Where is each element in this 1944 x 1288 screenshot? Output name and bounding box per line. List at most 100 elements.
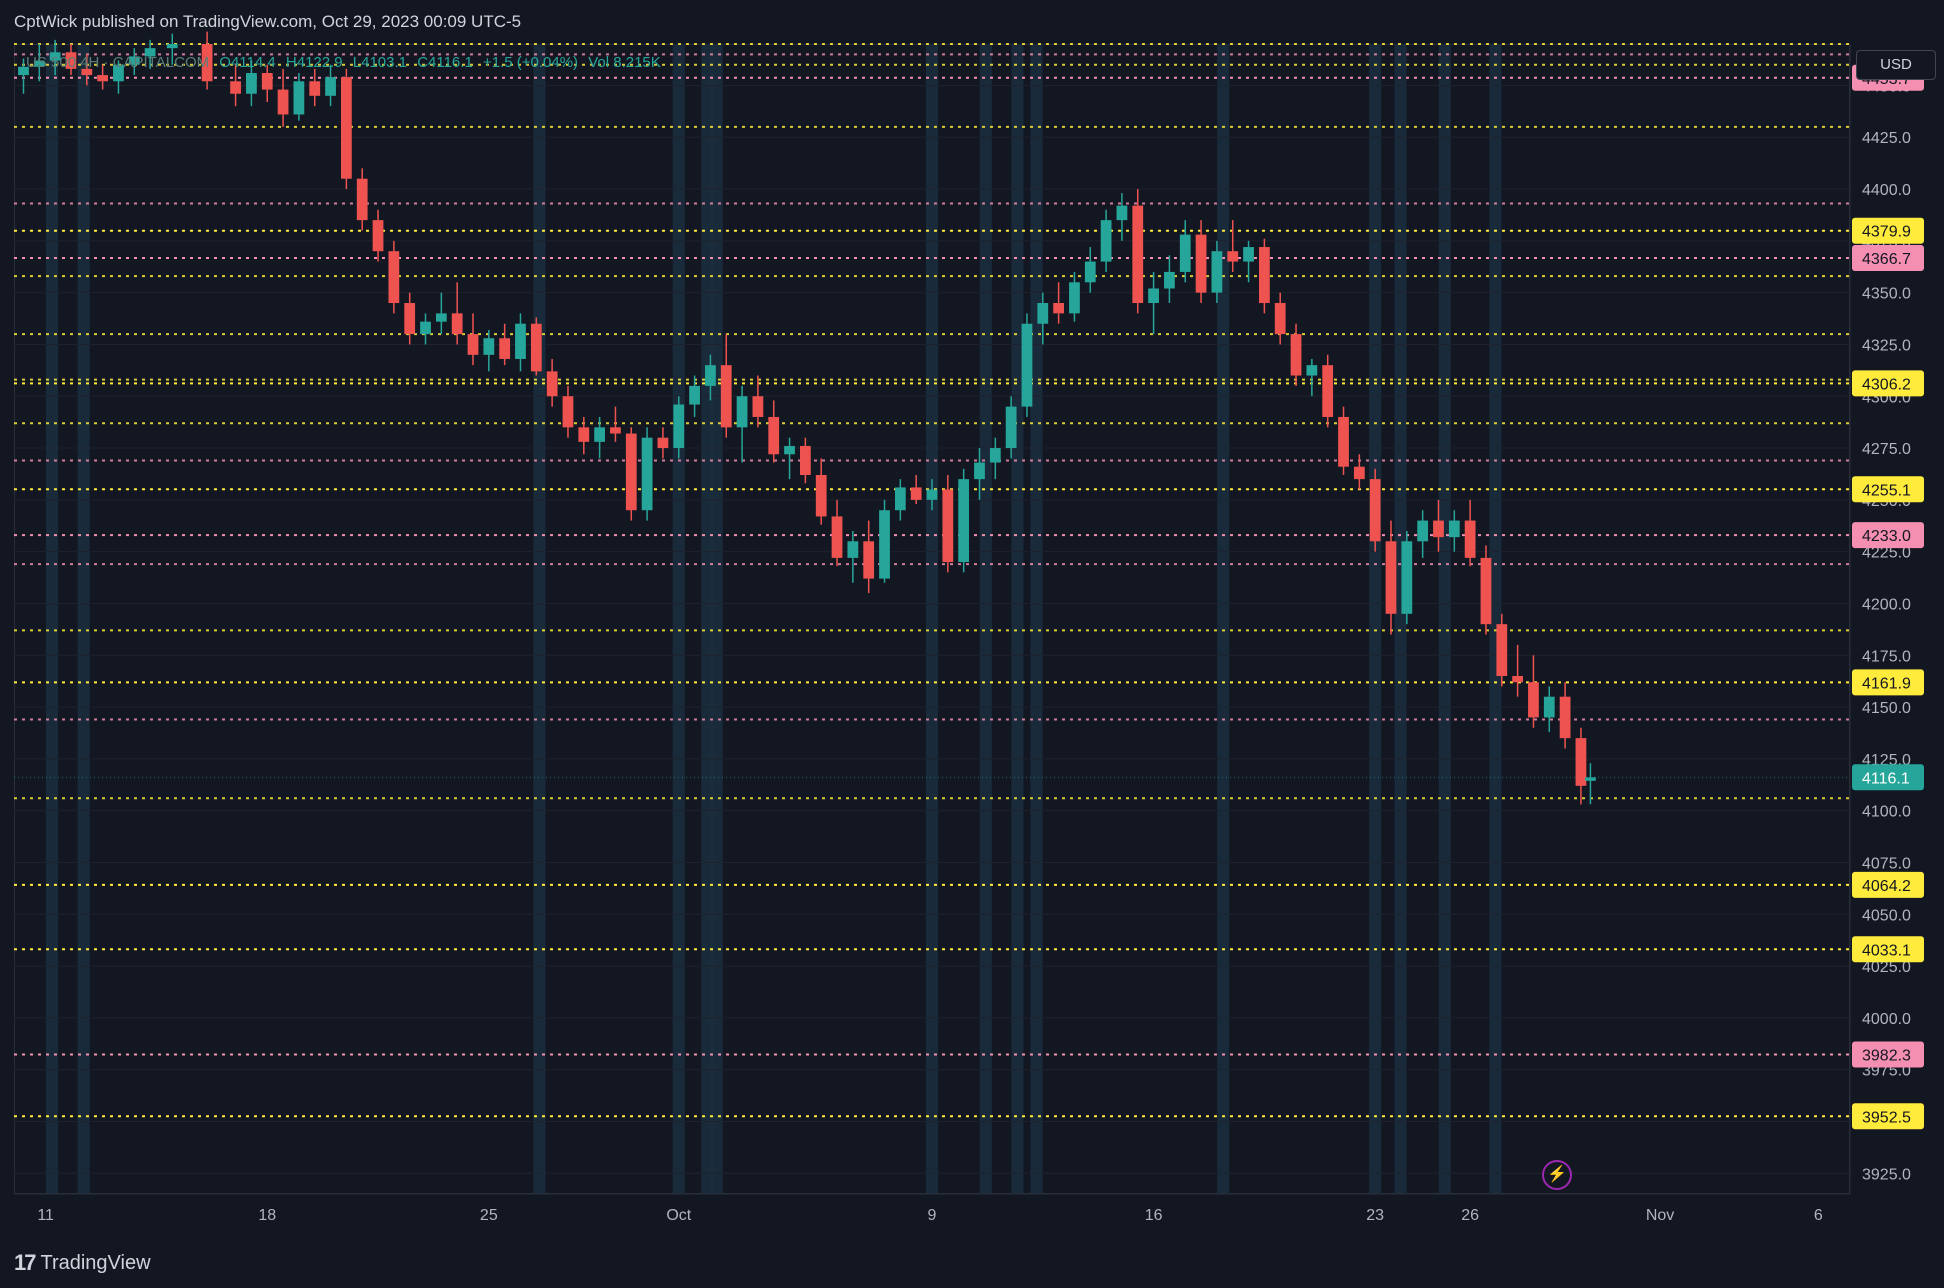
candle-body[interactable] <box>113 64 124 82</box>
candle-body[interactable] <box>1053 303 1065 314</box>
candle-body[interactable] <box>958 479 970 563</box>
candle-body[interactable] <box>309 81 321 96</box>
candle-body[interactable] <box>1005 406 1017 449</box>
candle-body[interactable] <box>625 433 637 511</box>
candle-body[interactable] <box>1164 271 1175 289</box>
candle-body[interactable] <box>1385 541 1397 614</box>
candle-body[interactable] <box>372 220 384 252</box>
lightning-icon[interactable]: ⚡ <box>1542 1160 1572 1190</box>
candle-body[interactable] <box>1480 557 1492 625</box>
candle-body[interactable] <box>1116 205 1128 221</box>
candle-body[interactable] <box>1179 234 1191 272</box>
currency-button[interactable]: USD <box>1856 50 1936 80</box>
symbol-label[interactable]: US 500 4H · CAPITALCOM <box>26 54 210 71</box>
candle-body[interactable] <box>942 489 954 563</box>
candle-body[interactable] <box>499 338 511 359</box>
candle-body[interactable] <box>356 178 368 221</box>
candle-body[interactable] <box>847 541 859 558</box>
candle-body[interactable] <box>467 334 479 355</box>
candle-body[interactable] <box>420 321 431 335</box>
candle-body[interactable] <box>894 487 906 511</box>
candle-body[interactable] <box>799 445 811 475</box>
candle-body[interactable] <box>673 404 685 449</box>
candle-body[interactable] <box>1037 303 1049 324</box>
candle-body[interactable] <box>325 77 336 96</box>
candle-body[interactable] <box>1132 205 1144 304</box>
candle-body[interactable] <box>736 396 748 428</box>
candle-body[interactable] <box>1021 323 1033 407</box>
candle-body[interactable] <box>831 516 843 558</box>
candle-body[interactable] <box>246 73 257 94</box>
candle-body[interactable] <box>435 313 447 322</box>
candle-body[interactable] <box>768 416 780 455</box>
candle-body[interactable] <box>65 52 77 69</box>
candle-body[interactable] <box>1559 696 1571 739</box>
candle-body[interactable] <box>404 303 416 335</box>
candle-body[interactable] <box>1448 520 1460 538</box>
candle-body[interactable] <box>752 396 764 417</box>
candle-body[interactable] <box>277 89 289 115</box>
candle-body[interactable] <box>720 365 732 428</box>
candle-body[interactable] <box>879 510 890 579</box>
candle-body[interactable] <box>1585 777 1596 781</box>
candle-body[interactable] <box>594 427 606 442</box>
candle-body[interactable] <box>1512 675 1524 683</box>
candle-body[interactable] <box>1401 541 1413 614</box>
candle-body[interactable] <box>97 75 109 82</box>
candle-body[interactable] <box>1100 220 1112 262</box>
candle-body[interactable] <box>689 385 700 405</box>
candle-body[interactable] <box>641 437 653 511</box>
candle-body[interactable] <box>1496 624 1508 676</box>
candle-body[interactable] <box>562 396 574 428</box>
candle-body[interactable] <box>1464 520 1476 558</box>
candle-body[interactable] <box>926 489 938 500</box>
candle-body[interactable] <box>1290 334 1302 376</box>
candle-body[interactable] <box>1306 365 1318 376</box>
candle-body[interactable] <box>166 44 178 49</box>
candle-body[interactable] <box>578 427 590 442</box>
candle-body[interactable] <box>261 73 273 90</box>
candle-body[interactable] <box>1069 282 1080 314</box>
candle-body[interactable] <box>657 437 669 449</box>
candle-body[interactable] <box>1227 251 1239 262</box>
candle-body[interactable] <box>1353 466 1365 480</box>
candle-body[interactable] <box>515 323 526 359</box>
candle-body[interactable] <box>230 81 241 94</box>
candle-body[interactable] <box>1433 520 1444 538</box>
candle-body[interactable] <box>388 251 400 304</box>
candle-body[interactable] <box>530 323 542 372</box>
candle-body[interactable] <box>293 81 305 115</box>
candle-body[interactable] <box>128 56 140 65</box>
candle-body[interactable] <box>910 487 922 500</box>
candle-body[interactable] <box>784 445 795 455</box>
candle-body[interactable] <box>144 48 156 57</box>
candle-body[interactable] <box>1148 288 1159 304</box>
tradingview-logo[interactable]: 17 TradingView <box>14 1250 151 1276</box>
candle-body[interactable] <box>989 448 1001 463</box>
candle-body[interactable] <box>863 541 875 579</box>
candle-body[interactable] <box>1575 738 1587 786</box>
candle-body[interactable] <box>1322 365 1334 417</box>
candle-body[interactable] <box>1543 696 1555 718</box>
candle-body[interactable] <box>1084 261 1096 283</box>
candle-body[interactable] <box>18 66 29 76</box>
candle-body[interactable] <box>610 427 621 434</box>
candle-body[interactable] <box>1417 520 1429 542</box>
candle-body[interactable] <box>1338 416 1349 467</box>
candle-body[interactable] <box>1369 479 1381 542</box>
candle-body[interactable] <box>483 338 495 355</box>
candle-body[interactable] <box>81 68 93 76</box>
candle-body[interactable] <box>340 77 352 179</box>
candle-body[interactable] <box>49 52 61 61</box>
candle-body[interactable] <box>546 371 558 397</box>
candle-body[interactable] <box>815 474 827 517</box>
candle-body[interactable] <box>1258 247 1270 304</box>
candle-body[interactable] <box>1528 682 1539 718</box>
candle-body[interactable] <box>1274 303 1286 335</box>
candle-body[interactable] <box>974 462 985 480</box>
candle-body[interactable] <box>451 313 463 335</box>
candle-body[interactable] <box>1195 234 1207 293</box>
candle-body[interactable] <box>201 44 213 82</box>
candle-body[interactable] <box>1211 251 1223 293</box>
